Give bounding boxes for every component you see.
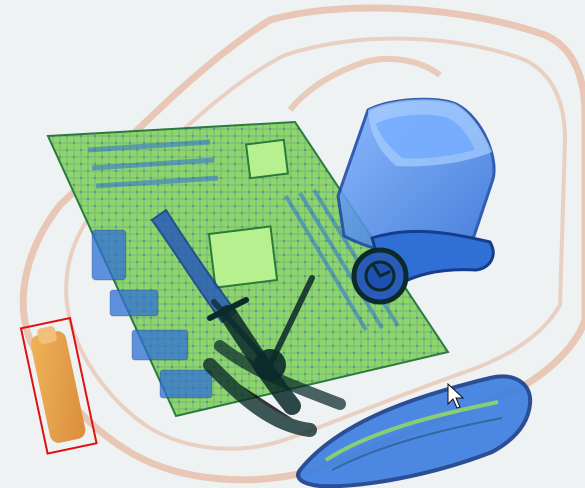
cup-inner bbox=[376, 114, 475, 159]
lid-inner bbox=[331, 417, 503, 471]
bottle-cap bbox=[37, 326, 57, 345]
pliers-handle-a bbox=[203, 358, 317, 437]
case-lid bbox=[296, 374, 533, 488]
mouse-pointer-icon bbox=[447, 382, 465, 409]
cpu-socket bbox=[207, 225, 279, 289]
wristwatch bbox=[351, 229, 495, 305]
pliers-jaw-2 bbox=[211, 299, 273, 368]
lid-ridge bbox=[324, 400, 499, 462]
pci-slots bbox=[87, 139, 219, 189]
bag-inner-path bbox=[64, 36, 568, 451]
motherboard bbox=[46, 120, 450, 418]
watch-hands bbox=[372, 264, 391, 278]
threat-box-bottle bbox=[19, 316, 98, 455]
pliers bbox=[203, 275, 346, 437]
pliers-jaw bbox=[267, 275, 315, 368]
bottle bbox=[30, 331, 86, 443]
lid-body bbox=[296, 374, 533, 488]
io-ports bbox=[91, 229, 213, 399]
chipset bbox=[244, 138, 290, 180]
plastic-cup bbox=[336, 97, 496, 257]
alert-box bbox=[19, 316, 98, 455]
bag-handle-path bbox=[287, 55, 442, 112]
